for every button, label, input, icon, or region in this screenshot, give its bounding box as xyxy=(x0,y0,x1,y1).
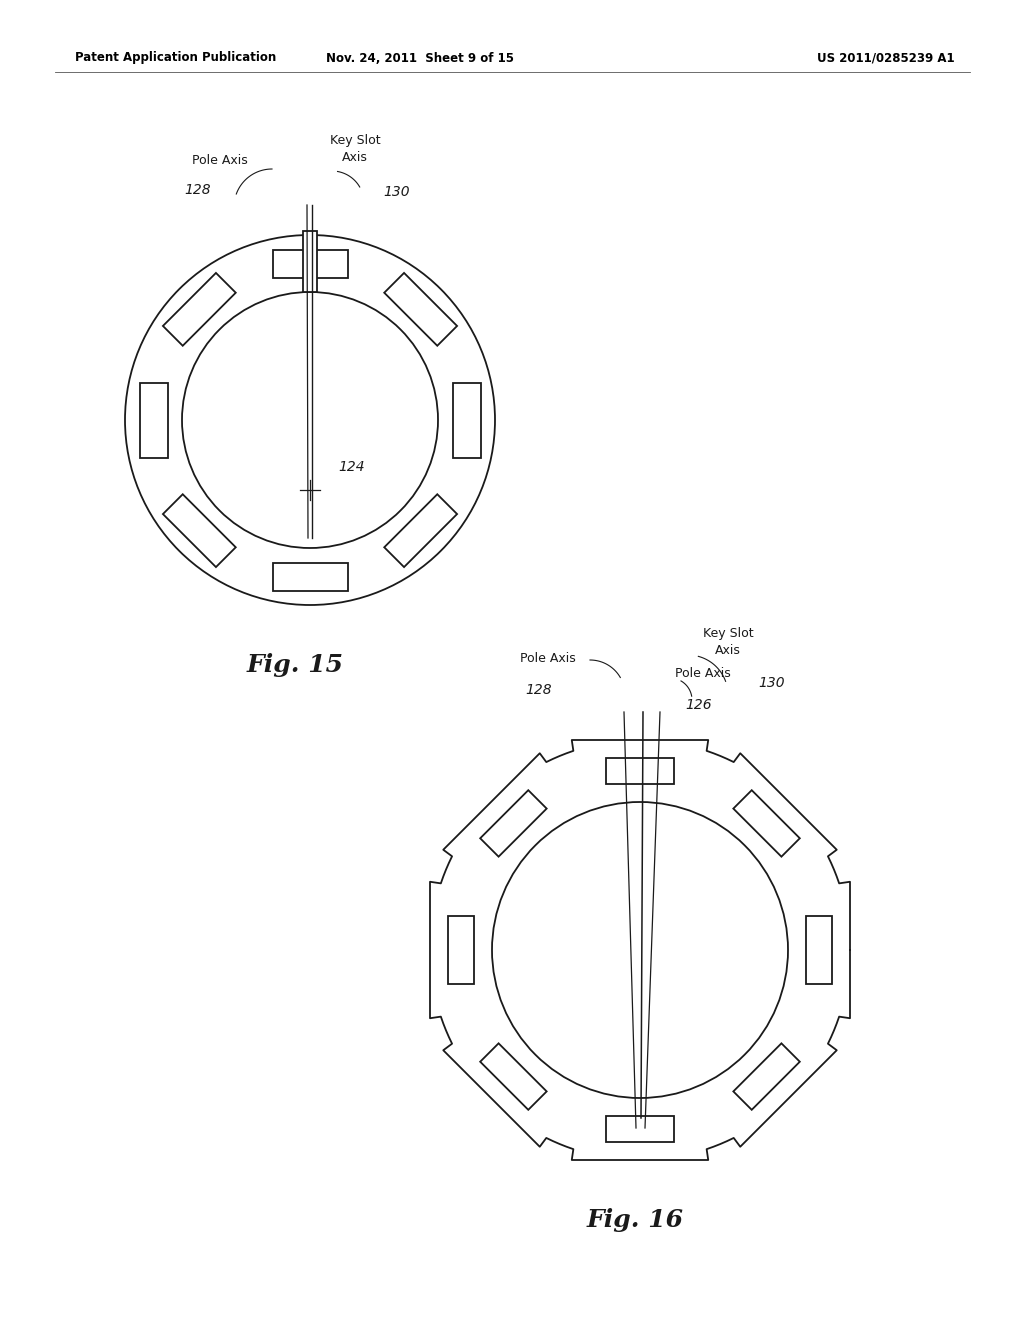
Polygon shape xyxy=(139,383,168,458)
Text: 124: 124 xyxy=(338,459,365,474)
Polygon shape xyxy=(733,791,800,857)
Text: Axis: Axis xyxy=(715,644,741,657)
Text: 128: 128 xyxy=(184,183,211,197)
Bar xyxy=(303,231,317,292)
Text: 126: 126 xyxy=(685,698,712,711)
Polygon shape xyxy=(733,1043,800,1110)
Polygon shape xyxy=(272,249,347,277)
Text: Fig. 16: Fig. 16 xyxy=(587,1208,683,1232)
Polygon shape xyxy=(606,758,674,784)
Text: Nov. 24, 2011  Sheet 9 of 15: Nov. 24, 2011 Sheet 9 of 15 xyxy=(326,51,514,65)
Polygon shape xyxy=(606,1115,674,1142)
Polygon shape xyxy=(163,273,236,346)
Text: 130: 130 xyxy=(758,676,784,690)
Polygon shape xyxy=(480,791,547,857)
Text: Pole Axis: Pole Axis xyxy=(675,667,731,680)
Text: Axis: Axis xyxy=(342,150,368,164)
Polygon shape xyxy=(272,562,347,590)
Polygon shape xyxy=(163,494,236,568)
Text: 128: 128 xyxy=(525,682,552,697)
Text: Fig. 15: Fig. 15 xyxy=(247,653,343,677)
Polygon shape xyxy=(453,383,480,458)
Text: Pole Axis: Pole Axis xyxy=(520,652,575,665)
Text: Patent Application Publication: Patent Application Publication xyxy=(75,51,276,65)
Text: US 2011/0285239 A1: US 2011/0285239 A1 xyxy=(817,51,955,65)
Polygon shape xyxy=(384,494,457,568)
Polygon shape xyxy=(449,916,474,983)
Text: Pole Axis: Pole Axis xyxy=(193,154,248,168)
Polygon shape xyxy=(384,273,457,346)
Polygon shape xyxy=(806,916,831,983)
Text: 130: 130 xyxy=(383,185,410,199)
Text: Key Slot: Key Slot xyxy=(330,135,380,147)
Polygon shape xyxy=(480,1043,547,1110)
Text: Key Slot: Key Slot xyxy=(702,627,754,640)
